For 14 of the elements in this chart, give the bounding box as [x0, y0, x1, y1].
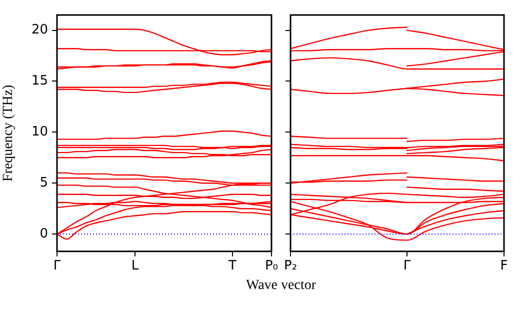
- y-tick-label: 0: [40, 226, 48, 242]
- x-tick-label: L: [131, 258, 140, 274]
- x-tick-label: P₀: [264, 258, 278, 274]
- x-tick-label: T: [228, 258, 237, 274]
- y-tick-label: 10: [31, 124, 48, 140]
- x-tick-label: F: [500, 258, 508, 274]
- x-tick-label: Γ: [53, 258, 62, 274]
- y-tick-label: 15: [31, 74, 48, 89]
- x-axis-title: Wave vector: [245, 278, 317, 294]
- y-tick-label: 20: [31, 22, 48, 38]
- x-tick-label: P₂: [284, 258, 298, 274]
- y-axis-title: Frequency (THz): [1, 84, 16, 182]
- y-tick-label: 5: [40, 176, 48, 191]
- x-tick-label: Γ: [403, 258, 412, 274]
